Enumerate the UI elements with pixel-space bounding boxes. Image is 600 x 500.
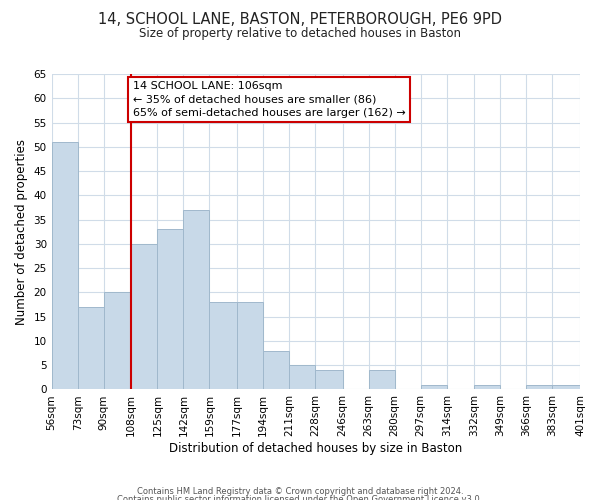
- Bar: [209, 302, 237, 390]
- Text: Contains public sector information licensed under the Open Government Licence v3: Contains public sector information licen…: [118, 495, 482, 500]
- Bar: [104, 292, 131, 390]
- Bar: [52, 142, 78, 390]
- Bar: [289, 365, 315, 390]
- Text: Contains HM Land Registry data © Crown copyright and database right 2024.: Contains HM Land Registry data © Crown c…: [137, 487, 463, 496]
- Bar: [263, 350, 289, 390]
- Bar: [421, 384, 447, 390]
- Bar: [553, 384, 580, 390]
- Bar: [78, 307, 104, 390]
- Bar: [526, 384, 553, 390]
- Y-axis label: Number of detached properties: Number of detached properties: [15, 138, 28, 324]
- X-axis label: Distribution of detached houses by size in Baston: Distribution of detached houses by size …: [169, 442, 463, 455]
- Bar: [184, 210, 209, 390]
- Text: 14, SCHOOL LANE, BASTON, PETERBOROUGH, PE6 9PD: 14, SCHOOL LANE, BASTON, PETERBOROUGH, P…: [98, 12, 502, 28]
- Bar: [237, 302, 263, 390]
- Bar: [475, 384, 500, 390]
- Bar: [368, 370, 395, 390]
- Bar: [157, 230, 184, 390]
- Bar: [315, 370, 343, 390]
- Text: Size of property relative to detached houses in Baston: Size of property relative to detached ho…: [139, 28, 461, 40]
- Text: 14 SCHOOL LANE: 106sqm
← 35% of detached houses are smaller (86)
65% of semi-det: 14 SCHOOL LANE: 106sqm ← 35% of detached…: [133, 82, 406, 118]
- Bar: [131, 244, 157, 390]
